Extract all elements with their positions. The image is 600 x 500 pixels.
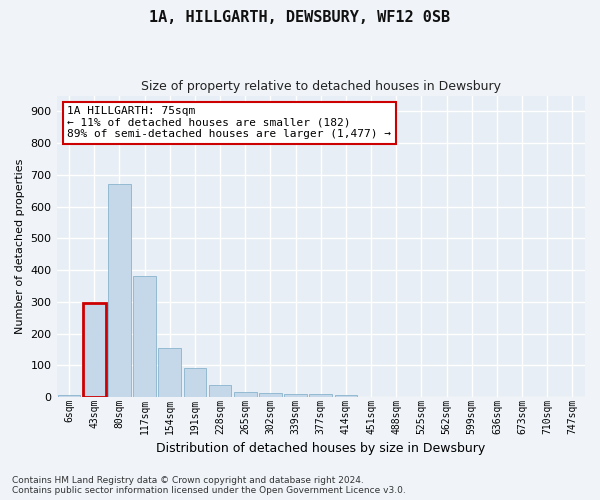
Bar [184, 368, 206, 397]
Y-axis label: Number of detached properties: Number of detached properties [15, 158, 25, 334]
Text: Contains HM Land Registry data © Crown copyright and database right 2024.
Contai: Contains HM Land Registry data © Crown c… [12, 476, 406, 495]
X-axis label: Distribution of detached houses by size in Dewsbury: Distribution of detached houses by size … [156, 442, 485, 455]
Bar [108, 184, 131, 397]
Bar [335, 395, 357, 397]
Bar [158, 348, 181, 397]
Text: 1A, HILLGARTH, DEWSBURY, WF12 0SB: 1A, HILLGARTH, DEWSBURY, WF12 0SB [149, 10, 451, 25]
Bar [58, 395, 80, 397]
Bar [234, 392, 257, 397]
Bar [133, 276, 156, 397]
Bar [310, 394, 332, 397]
Bar [209, 385, 232, 397]
Bar [259, 393, 282, 397]
Bar [83, 304, 106, 397]
Title: Size of property relative to detached houses in Dewsbury: Size of property relative to detached ho… [141, 80, 501, 93]
Text: 1A HILLGARTH: 75sqm
← 11% of detached houses are smaller (182)
89% of semi-detac: 1A HILLGARTH: 75sqm ← 11% of detached ho… [67, 106, 391, 140]
Bar [284, 394, 307, 397]
